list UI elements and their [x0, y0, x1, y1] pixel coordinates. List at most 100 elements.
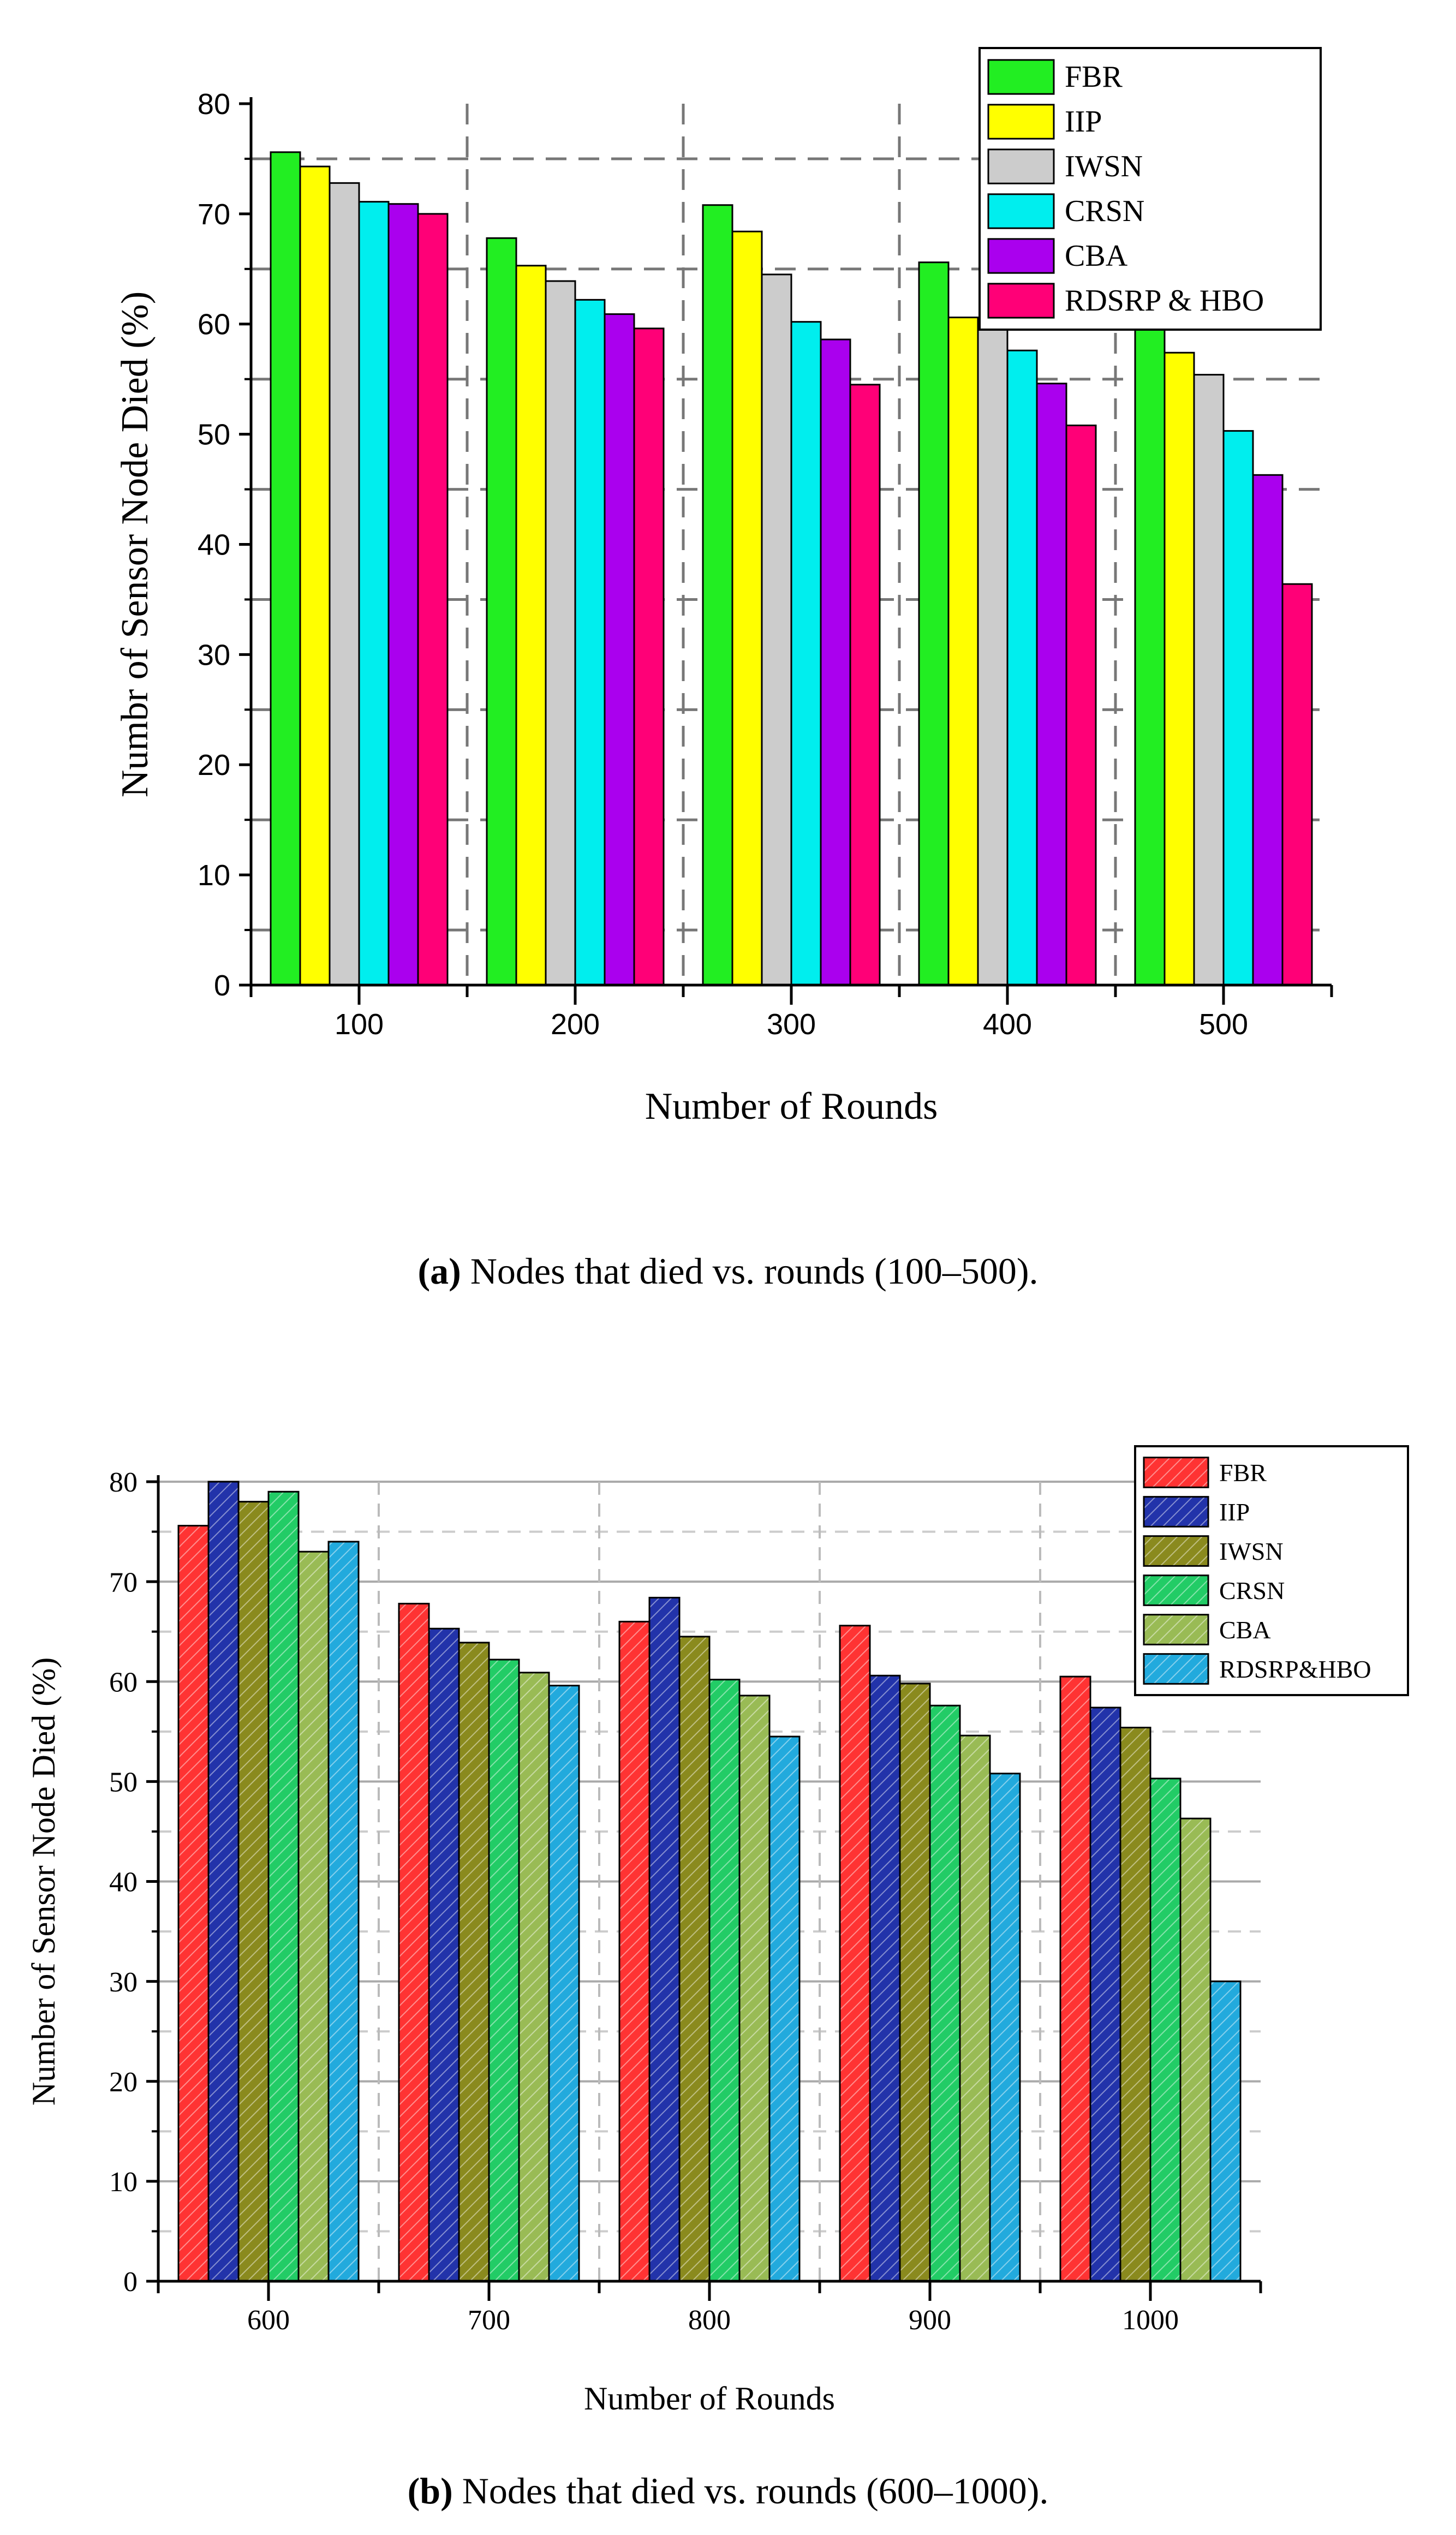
y-tick-label: 70	[109, 1567, 138, 1598]
bar-fbr-800	[618, 1620, 651, 2282]
x-tick-label: 1000	[1122, 2305, 1179, 2336]
x-tick-label: 500	[1199, 1008, 1248, 1041]
bar-crsn-1000	[1149, 1778, 1181, 2282]
bar-iwsn-100	[329, 182, 360, 986]
x-tick-label: 600	[247, 2305, 290, 2336]
bar-rdsrp-hbo-800	[768, 1735, 801, 2282]
bar-iip-900	[869, 1674, 901, 2282]
y-axis-title: Number of Sensor Node Died (%)	[26, 1657, 62, 2105]
bar-iwsn-500	[1193, 374, 1225, 986]
bar-crsn-800	[708, 1679, 741, 2282]
bar-crsn-900	[929, 1704, 961, 2282]
legend-swatch	[987, 238, 1055, 274]
x-tick-label: 300	[767, 1008, 816, 1041]
bar-iwsn-800	[678, 1636, 711, 2282]
y-tick-label: 80	[198, 88, 230, 121]
legend-label: CBA	[1065, 239, 1128, 273]
bar-rdsrp-hbo-900	[989, 1773, 1021, 2282]
bar-cba-300	[820, 338, 851, 986]
bar-crsn-500	[1222, 430, 1254, 986]
bar-iwsn-400	[977, 325, 1009, 986]
bars	[177, 1481, 1242, 2282]
x-axis-title: Number of Rounds	[645, 1085, 938, 1128]
bar-crsn-700	[488, 1659, 520, 2282]
bar-iwsn-700	[458, 1642, 490, 2282]
y-tick-label: 30	[109, 1967, 138, 1998]
y-tick-label: 40	[198, 528, 230, 561]
bar-fbr-200	[486, 237, 517, 986]
y-tick-label: 20	[198, 749, 230, 782]
bar-rdsrp-hbo-300	[849, 384, 881, 986]
bar-crsn-600	[267, 1490, 300, 2282]
y-tick-label: 50	[198, 419, 230, 451]
bar-fbr-500	[1134, 318, 1166, 986]
y-tick-label: 40	[109, 1867, 138, 1898]
caption-a: (a) Nodes that died vs. rounds (100–500)…	[0, 1250, 1456, 1293]
y-tick-label: 60	[198, 308, 230, 341]
bar-fbr-900	[839, 1625, 871, 2282]
bar-cba-700	[518, 1672, 550, 2282]
bar-cba-400	[1036, 383, 1067, 986]
bar-iwsn-1000	[1119, 1726, 1151, 2282]
x-axis-title: Number of Rounds	[584, 2381, 835, 2417]
chart-b-svg: 0 10 20 30 40 50 60 70 80 600 700 800 900 1000 Number …	[26, 1445, 1409, 2417]
bar-iip-800	[648, 1596, 681, 2282]
bar-iip-600	[207, 1481, 240, 2282]
bar-cba-600	[297, 1550, 330, 2282]
legend-label: CBA	[1219, 1616, 1271, 1644]
legend-label: RDSRP&HBO	[1219, 1655, 1371, 1683]
caption-b-text: Nodes that died vs. rounds (600–1000).	[452, 2470, 1049, 2512]
legend-label: IWSN	[1065, 150, 1143, 183]
bar-rdsrp-hbo-700	[548, 1685, 580, 2282]
bar-iip-400	[947, 317, 979, 986]
chart-b: 0 10 20 30 40 50 60 70 80 600 700 800 900 1000 Number …	[0, 1343, 1456, 2535]
legend: FBR IIP IWSN CRSN CBA RDSRP & HBO	[978, 47, 1322, 331]
y-axis-title: Numbr of Sensor Node Died (%)	[114, 291, 156, 797]
legend-swatch	[1143, 1614, 1209, 1645]
caption-a-text: Nodes that died vs. rounds (100–500).	[461, 1250, 1039, 1292]
legend-swatch	[1143, 1574, 1209, 1606]
y-tick-label: 70	[198, 198, 230, 231]
legend: FBR IIP IWSN CRSN CBA RDSRP&HBO	[1134, 1445, 1409, 1696]
y-tick-label: 10	[198, 859, 230, 892]
bars	[270, 151, 1313, 986]
bar-rdsrp-hbo-200	[633, 327, 665, 986]
bar-rdsrp-hbo-500	[1281, 583, 1313, 986]
y-tick-label: 20	[109, 2067, 138, 2098]
legend-label: IIP	[1065, 105, 1102, 139]
bar-iwsn-300	[761, 273, 792, 986]
bar-iwsn-600	[237, 1501, 270, 2282]
y-tick-label: 30	[198, 639, 230, 671]
y-tick-label: 0	[123, 2266, 138, 2298]
bar-iip-200	[515, 265, 547, 986]
legend-swatch	[1143, 1457, 1209, 1488]
bar-crsn-100	[358, 201, 390, 986]
x-tick-label: 800	[688, 2305, 731, 2336]
x-tick-label: 100	[335, 1008, 384, 1041]
x-tick-label: 400	[983, 1008, 1032, 1041]
caption-a-tag: (a)	[417, 1250, 461, 1292]
legend-swatch	[987, 283, 1055, 319]
bar-iwsn-200	[545, 280, 576, 986]
caption-b-tag: (b)	[407, 2470, 453, 2512]
x-tick-label: 900	[909, 2305, 951, 2336]
x-tick-label: 200	[551, 1008, 600, 1041]
bar-rdsrp-hbo-1000	[1209, 1981, 1242, 2282]
legend-swatch	[1143, 1653, 1209, 1685]
bar-iip-1000	[1089, 1707, 1121, 2282]
bar-cba-500	[1252, 474, 1284, 986]
legend-label: IWSN	[1219, 1537, 1284, 1565]
bar-cba-200	[604, 313, 635, 986]
legend-label: CRSN	[1219, 1577, 1285, 1604]
bar-fbr-700	[398, 1602, 430, 2282]
legend-swatch	[987, 193, 1055, 229]
bar-iip-100	[299, 165, 331, 986]
bar-fbr-1000	[1059, 1675, 1091, 2282]
bar-fbr-400	[918, 261, 950, 986]
bar-fbr-600	[177, 1525, 210, 2282]
bar-rdsrp-hbo-600	[327, 1541, 360, 2282]
y-tick-label: 60	[109, 1667, 138, 1698]
legend-label: FBR	[1219, 1459, 1267, 1487]
x-tick-label: 700	[468, 2305, 510, 2336]
bar-iip-300	[731, 230, 763, 986]
